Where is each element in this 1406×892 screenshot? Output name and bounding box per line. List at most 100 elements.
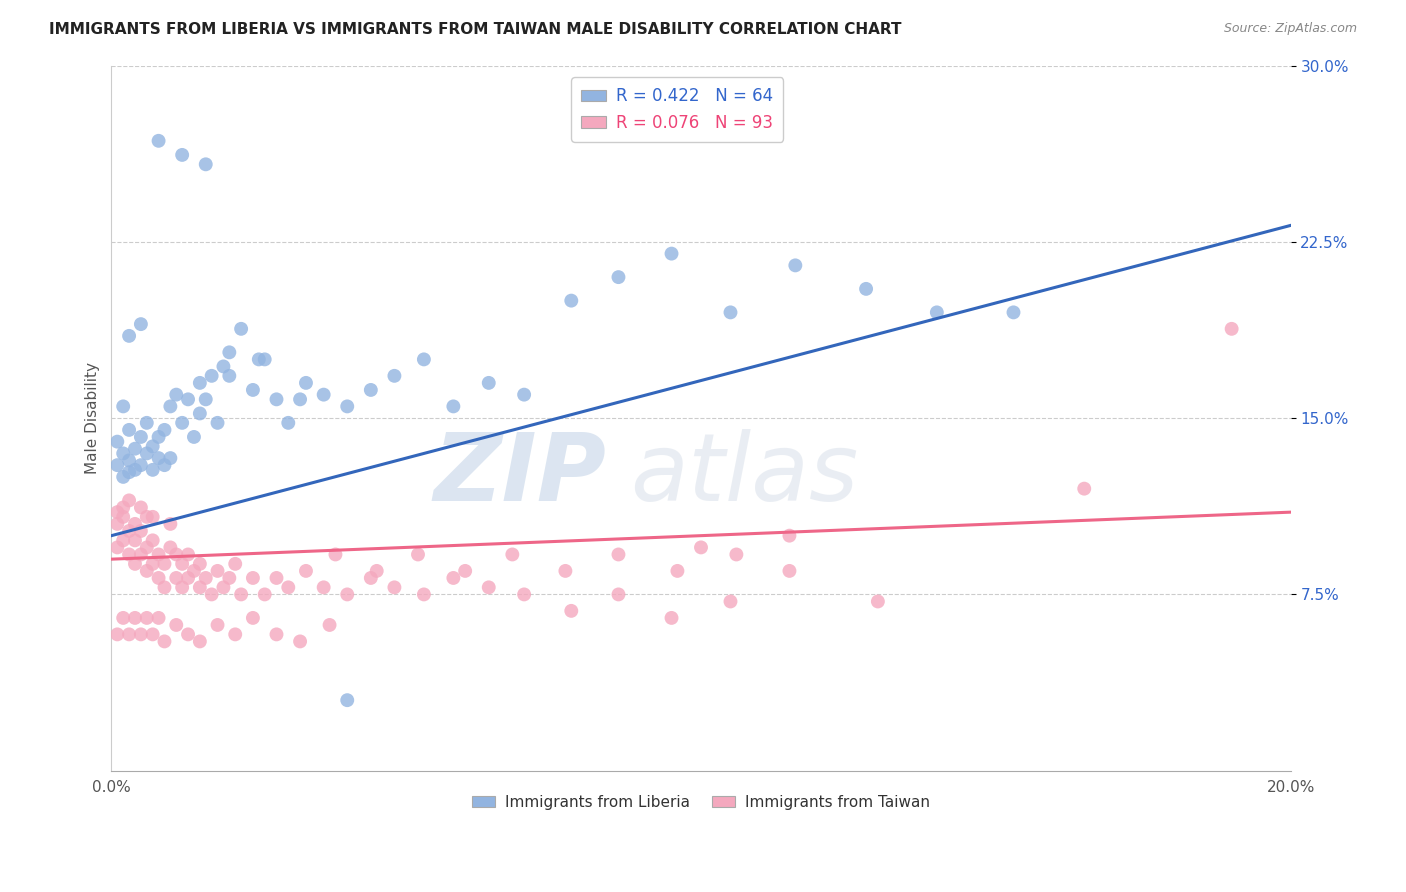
Point bbox=[224, 557, 246, 571]
Point bbox=[720, 305, 742, 319]
Point bbox=[360, 571, 382, 585]
Point bbox=[212, 359, 235, 374]
Point bbox=[177, 571, 200, 585]
Point bbox=[165, 618, 187, 632]
Point bbox=[720, 594, 742, 608]
Point bbox=[325, 548, 347, 562]
Point bbox=[690, 541, 713, 555]
Legend: Immigrants from Liberia, Immigrants from Taiwan: Immigrants from Liberia, Immigrants from… bbox=[467, 789, 935, 816]
Point bbox=[560, 293, 582, 308]
Point bbox=[1220, 322, 1243, 336]
Point bbox=[124, 533, 146, 548]
Point bbox=[142, 627, 165, 641]
Point bbox=[105, 458, 128, 472]
Text: IMMIGRANTS FROM LIBERIA VS IMMIGRANTS FROM TAIWAN MALE DISABILITY CORRELATION CH: IMMIGRANTS FROM LIBERIA VS IMMIGRANTS FR… bbox=[49, 22, 901, 37]
Point bbox=[135, 416, 157, 430]
Point bbox=[218, 345, 240, 359]
Point bbox=[153, 580, 176, 594]
Text: Source: ZipAtlas.com: Source: ZipAtlas.com bbox=[1223, 22, 1357, 36]
Point bbox=[118, 493, 141, 508]
Point bbox=[212, 580, 235, 594]
Point bbox=[142, 463, 165, 477]
Point bbox=[229, 587, 252, 601]
Point bbox=[159, 400, 181, 414]
Point bbox=[129, 627, 152, 641]
Point bbox=[778, 529, 800, 543]
Point bbox=[318, 618, 340, 632]
Point bbox=[366, 564, 388, 578]
Point bbox=[124, 557, 146, 571]
Point bbox=[513, 587, 536, 601]
Point bbox=[129, 458, 152, 472]
Point bbox=[112, 400, 135, 414]
Point bbox=[153, 458, 176, 472]
Point bbox=[172, 416, 194, 430]
Point bbox=[124, 516, 146, 531]
Point bbox=[153, 634, 176, 648]
Point bbox=[112, 509, 135, 524]
Point bbox=[135, 541, 157, 555]
Y-axis label: Male Disability: Male Disability bbox=[86, 362, 100, 475]
Point bbox=[188, 407, 211, 421]
Point bbox=[105, 516, 128, 531]
Point bbox=[229, 322, 252, 336]
Point bbox=[253, 587, 276, 601]
Point bbox=[855, 282, 877, 296]
Point bbox=[118, 423, 141, 437]
Point bbox=[412, 352, 434, 367]
Point bbox=[441, 571, 464, 585]
Point bbox=[159, 451, 181, 466]
Point bbox=[188, 557, 211, 571]
Point bbox=[266, 571, 288, 585]
Point bbox=[172, 557, 194, 571]
Point bbox=[224, 627, 246, 641]
Point bbox=[118, 329, 141, 343]
Point bbox=[112, 500, 135, 515]
Point bbox=[218, 571, 240, 585]
Point bbox=[112, 470, 135, 484]
Point bbox=[118, 524, 141, 538]
Point bbox=[159, 516, 181, 531]
Point bbox=[336, 400, 359, 414]
Point bbox=[478, 376, 501, 390]
Point bbox=[142, 509, 165, 524]
Point bbox=[242, 383, 264, 397]
Point bbox=[177, 627, 200, 641]
Point bbox=[112, 533, 135, 548]
Point bbox=[118, 548, 141, 562]
Point bbox=[247, 352, 270, 367]
Point bbox=[253, 352, 276, 367]
Point bbox=[105, 505, 128, 519]
Point bbox=[560, 604, 582, 618]
Point bbox=[165, 548, 187, 562]
Point bbox=[124, 463, 146, 477]
Point bbox=[607, 587, 630, 601]
Point bbox=[360, 383, 382, 397]
Point bbox=[142, 533, 165, 548]
Point bbox=[207, 564, 229, 578]
Point bbox=[441, 400, 464, 414]
Point bbox=[295, 564, 318, 578]
Point bbox=[129, 430, 152, 444]
Point bbox=[194, 392, 217, 407]
Point bbox=[148, 571, 170, 585]
Point bbox=[135, 611, 157, 625]
Point bbox=[177, 548, 200, 562]
Point bbox=[142, 439, 165, 453]
Point bbox=[148, 134, 170, 148]
Point bbox=[242, 611, 264, 625]
Point bbox=[778, 564, 800, 578]
Point bbox=[105, 541, 128, 555]
Point bbox=[129, 500, 152, 515]
Point bbox=[242, 571, 264, 585]
Point bbox=[207, 416, 229, 430]
Point bbox=[124, 611, 146, 625]
Point bbox=[336, 693, 359, 707]
Point bbox=[295, 376, 318, 390]
Point bbox=[135, 509, 157, 524]
Point bbox=[201, 368, 224, 383]
Point bbox=[153, 423, 176, 437]
Point bbox=[153, 557, 176, 571]
Point bbox=[1002, 305, 1025, 319]
Point bbox=[218, 368, 240, 383]
